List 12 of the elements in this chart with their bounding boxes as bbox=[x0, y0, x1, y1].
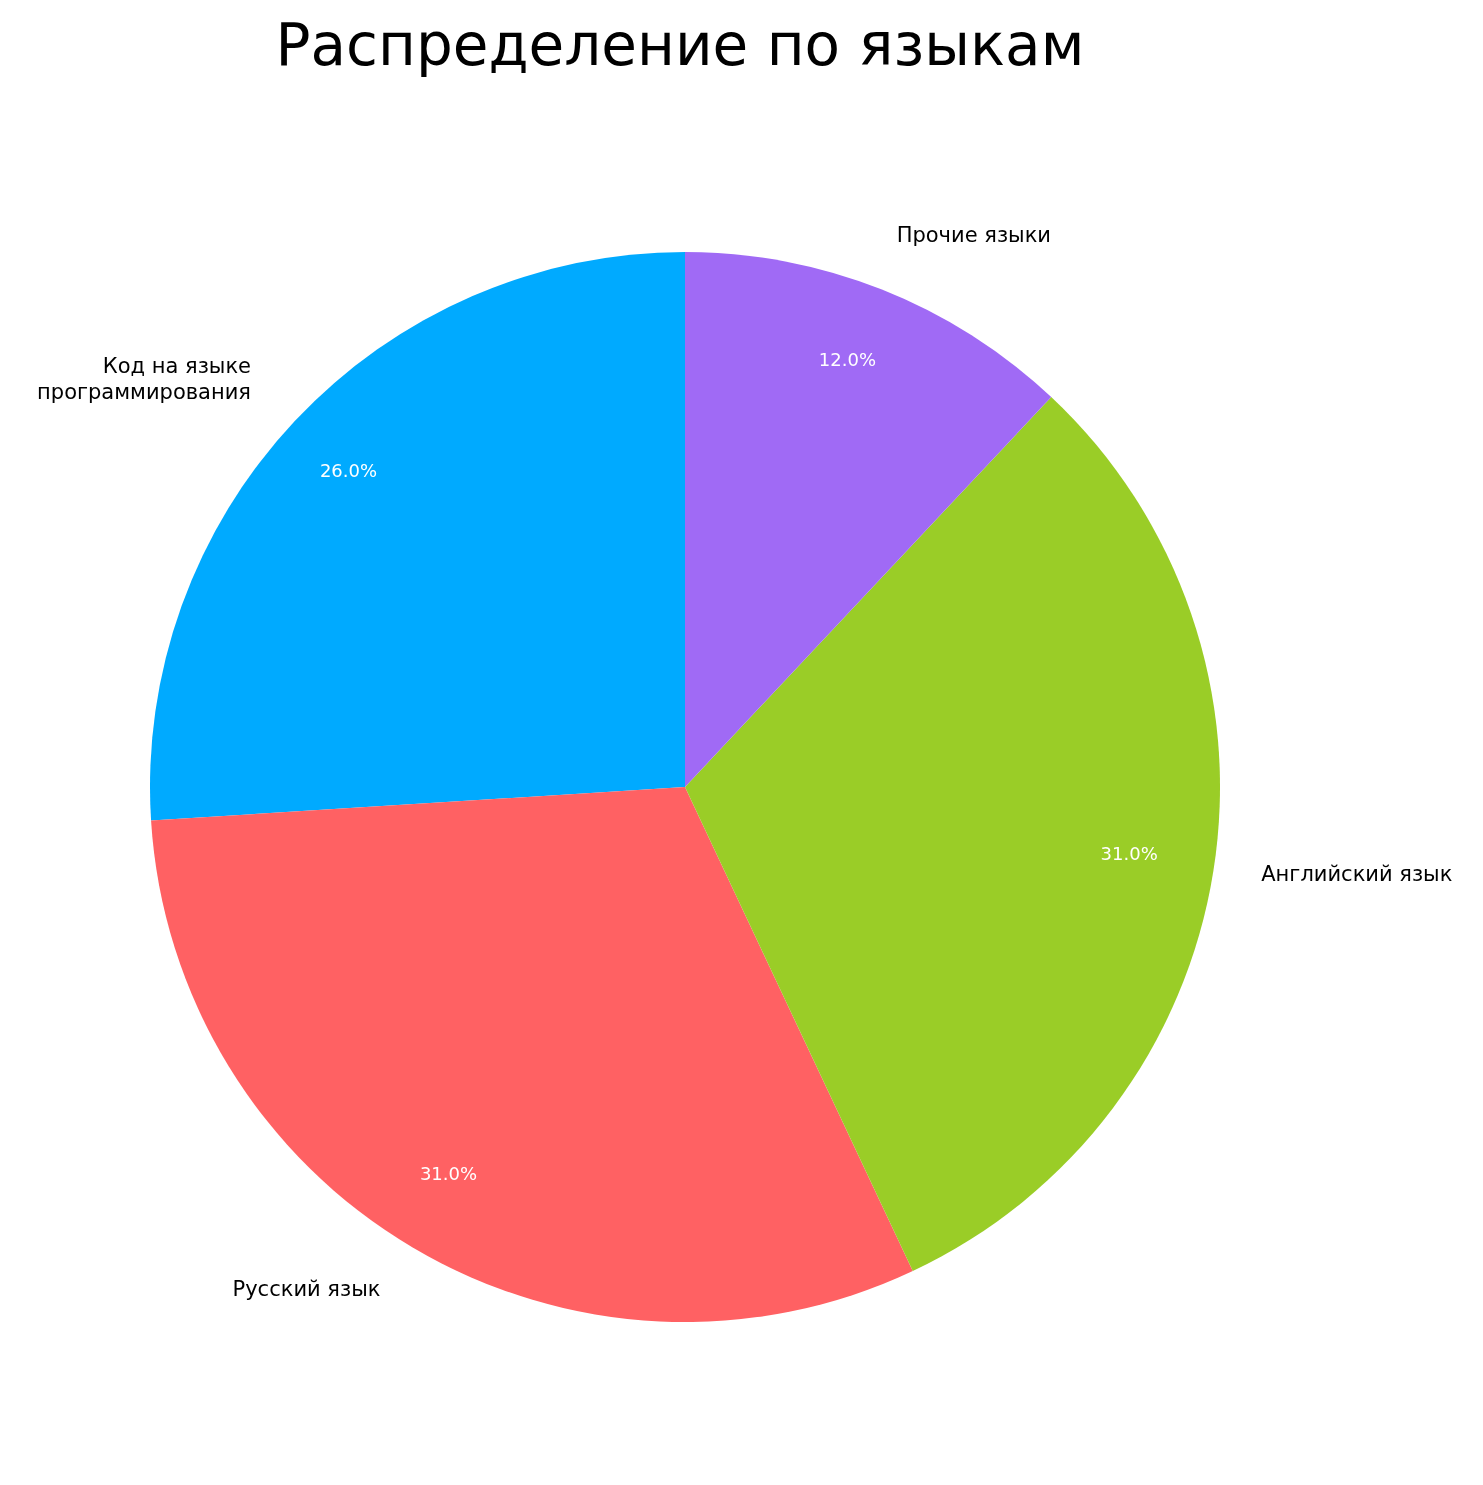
slice-label: Код на языке программирования bbox=[37, 354, 251, 405]
data-label: 12.0% bbox=[818, 348, 876, 370]
pie-slice bbox=[685, 397, 1220, 1272]
data-label: 26.0% bbox=[319, 460, 378, 482]
chart-title: Распределение по языкам bbox=[274, 10, 1086, 80]
pie-slice bbox=[151, 787, 913, 1322]
slice-label: Английский язык bbox=[1261, 862, 1453, 887]
data-label: 31.0% bbox=[419, 1162, 478, 1184]
pie-slice bbox=[685, 252, 1052, 787]
data-label: 31.0% bbox=[1100, 842, 1158, 864]
slice-label: Прочие языки bbox=[896, 222, 1051, 247]
slice-label: Русский язык bbox=[232, 1276, 381, 1301]
